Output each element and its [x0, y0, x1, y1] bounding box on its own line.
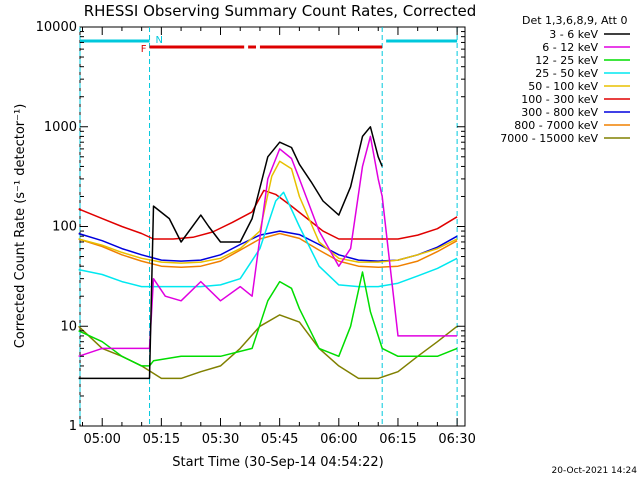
plot-frame [79, 26, 466, 427]
y-tick-label: 1000 [44, 120, 77, 135]
series-line [78, 189, 458, 240]
y-tick-label: 100 [52, 220, 77, 235]
legend-entry-label: 12 - 25 keV [535, 54, 598, 67]
axes-layer: 05:00 05:15 05:30 05:45 06:00 06:15 06:30 1 10 10… [36, 20, 476, 447]
legend-entry-label: 800 - 7000 keV [514, 119, 598, 132]
x-tick-label: 05:30 [202, 432, 239, 447]
series-line [78, 271, 458, 367]
x-tick-label: 05:45 [261, 432, 298, 447]
legend-entry-label: 3 - 6 keV [549, 28, 598, 41]
series-line [78, 314, 458, 380]
legend-entry-label: 100 - 300 keV [521, 93, 598, 106]
legend-entry-label: 6 - 12 keV [542, 41, 598, 54]
y-axis-label: Corrected Count Rate (s⁻¹ detector⁻¹) [13, 104, 28, 349]
x-tick-label: 05:15 [143, 432, 180, 447]
y-tick-label: 1 [69, 419, 77, 434]
timestamp: 20-Oct-2021 14:24 [552, 466, 638, 476]
series-layer [78, 126, 458, 380]
y-tick-label: 10 [60, 319, 77, 334]
legend-entry-label: 300 - 800 keV [521, 106, 598, 119]
legend-entry-label: 50 - 100 keV [528, 80, 598, 93]
x-tick-label: 06:30 [438, 432, 475, 447]
series-line [78, 232, 458, 269]
legend-entry-label: 7000 - 15000 keV [500, 132, 598, 145]
flare-flag-label: F [141, 44, 147, 55]
series-line [78, 160, 458, 264]
x-tick-label: 05:00 [83, 432, 120, 447]
series-line [78, 135, 458, 358]
series-line [78, 191, 458, 288]
y-tick-label: 10000 [36, 20, 77, 35]
chart-title: RHESSI Observing Summary Count Rates, Co… [84, 2, 477, 20]
legend-entry-label: 25 - 50 keV [535, 67, 598, 80]
series-line [78, 126, 383, 380]
x-tick-label: 06:15 [379, 432, 416, 447]
x-tick-label: 06:00 [320, 432, 357, 447]
x-axis-label: Start Time (30-Sep-14 04:54:22) [172, 455, 383, 470]
night-flag-label: N [156, 35, 163, 46]
flag-layer: FN [79, 27, 458, 426]
legend-title: Det 1,3,6,8,9, Att 0 [522, 14, 627, 27]
